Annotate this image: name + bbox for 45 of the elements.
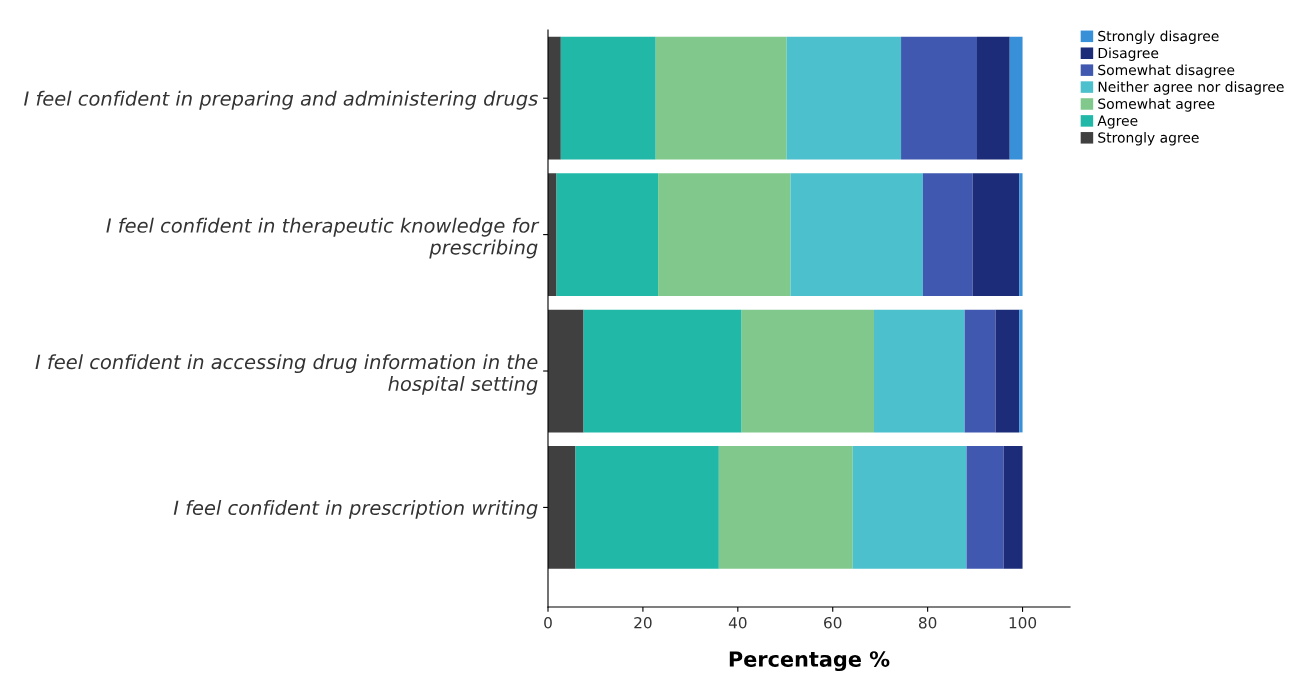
bar [718,446,853,569]
x-tick-label: 60 [824,616,842,629]
legend-label: Neither agree nor disagree [1098,81,1284,95]
y-tick-label: I feel confident in prescription writing [173,500,538,519]
bar [556,173,659,296]
legend-label: Somewhat disagree [1098,64,1235,78]
bar [964,309,996,433]
legend-label: Agree [1097,115,1138,129]
y-tick-label: I feel confident in preparing and administering drugs [24,90,538,110]
bar [901,36,977,160]
bar [966,446,1004,569]
bar [852,446,967,569]
bar [548,446,576,569]
bar [995,309,1020,433]
bar [560,36,656,160]
bar [655,36,787,160]
bar [583,309,742,433]
legend-label: Somewhat agree [1098,98,1215,112]
bar [1009,36,1023,160]
x-tick-label: 40 [728,616,747,629]
bar [874,309,965,433]
legend-label: Strongly agree [1098,132,1199,146]
x-tick-label: 80 [918,616,937,629]
bar [790,173,923,296]
y-tick-label: I feel confident in therapeutic knowledge for prescribing [106,217,540,259]
bar [1019,173,1023,296]
bar [741,309,875,433]
bar [976,36,1010,160]
bar [575,446,719,569]
bar [548,36,561,160]
x-tick-label: 0 [544,616,552,629]
bar [1019,309,1023,433]
bar [922,173,973,296]
y-tick-label: I feel confident in accessing drug information in the hospital setting [35,354,538,395]
bar [658,173,791,296]
x-axis-title: Percentage % [729,651,890,672]
x-tick-label: 100 [1009,616,1037,629]
bar [548,309,584,433]
bar [1003,446,1023,569]
legend-label: Disagree [1098,47,1159,61]
bar [972,173,1020,296]
x-tick-label: 20 [634,616,652,629]
legend-label: Strongly disagree [1098,30,1219,44]
bar [548,173,557,296]
bar [786,36,902,160]
